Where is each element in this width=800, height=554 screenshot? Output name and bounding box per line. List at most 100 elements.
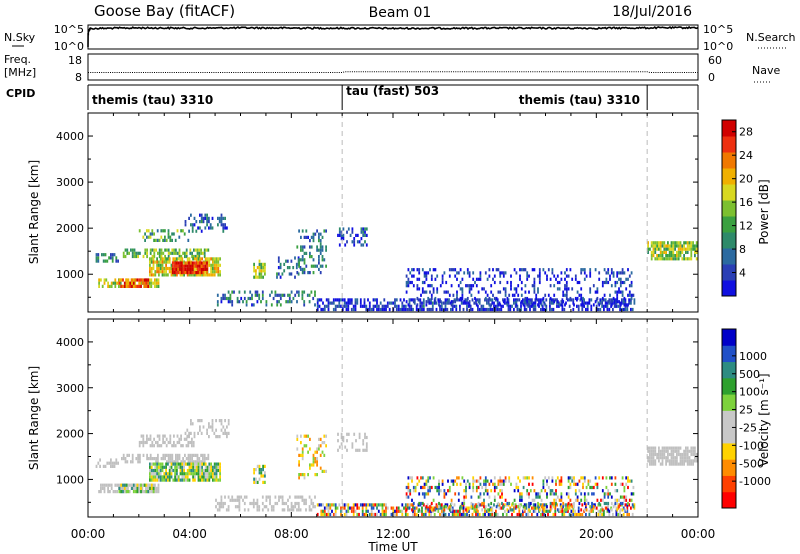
range-gate-cell <box>650 257 653 261</box>
range-gate-cell <box>205 457 208 461</box>
range-gate-cell <box>533 277 536 281</box>
range-gate-cell <box>206 216 208 220</box>
range-gate-cell <box>149 490 151 494</box>
range-gate-cell <box>448 489 451 493</box>
range-gate-cell <box>170 270 173 274</box>
range-gate-cell <box>184 267 187 271</box>
range-gate-cell <box>314 293 316 297</box>
range-gate-cell <box>213 472 216 476</box>
range-gate-cell <box>549 489 552 493</box>
range-gate-cell <box>131 281 133 285</box>
range-gate-cell <box>264 262 266 266</box>
range-gate-cell <box>152 266 155 271</box>
range-gate-cell <box>589 479 592 483</box>
range-gate-cell <box>526 492 529 496</box>
range-gate-cell <box>598 501 601 506</box>
range-gate-cell <box>128 483 131 487</box>
range-gate-cell <box>668 452 671 457</box>
range-gate-cell <box>199 475 202 479</box>
range-gate-cell <box>567 495 570 499</box>
colorbar-swatch <box>722 280 736 297</box>
range-gate-cell <box>444 298 447 302</box>
range-gate-cell <box>154 478 157 482</box>
range-gate-cell <box>218 508 221 512</box>
range-gate-cell <box>149 475 151 479</box>
range-gate-cell <box>316 304 319 308</box>
range-gate-cell <box>463 498 466 502</box>
range-gate-cell <box>692 241 694 245</box>
range-gate-cell <box>365 442 368 446</box>
range-gate-cell <box>202 264 205 268</box>
range-gate-cell <box>619 482 622 486</box>
range-gate-cell <box>190 213 192 217</box>
range-gate-cell <box>493 304 495 308</box>
range-gate-cell <box>560 277 563 281</box>
range-gate-cell <box>261 290 264 294</box>
range-gate-cell <box>151 457 154 461</box>
range-gate-cell <box>161 468 164 473</box>
range-gate-cell <box>665 244 667 248</box>
range-gate-cell <box>301 293 304 297</box>
range-gate-cell <box>150 257 153 261</box>
range-gate-cell <box>320 509 323 513</box>
range-gate-cell <box>146 457 148 461</box>
range-gate-cell <box>597 509 600 513</box>
range-gate-cell <box>265 505 268 509</box>
range-gate-cell <box>668 446 671 450</box>
range-gate-cell <box>493 485 496 490</box>
range-gate-cell <box>577 512 580 517</box>
range-gate-cell <box>502 512 504 517</box>
range-gate-cell <box>142 444 145 448</box>
range-gate-cell <box>416 277 419 281</box>
range-gate-cell <box>392 506 395 510</box>
range-gate-cell <box>574 492 577 496</box>
range-gate-cell <box>240 296 243 301</box>
range-gate-cell <box>194 266 196 271</box>
range-gate-cell <box>585 274 588 278</box>
range-gate-cell <box>585 498 588 502</box>
range-gate-cell <box>200 264 203 268</box>
range-gate-cell <box>632 293 635 297</box>
range-gate-cell <box>546 274 548 278</box>
range-gate-cell <box>123 490 126 494</box>
range-gate-cell <box>220 428 223 432</box>
range-gate-cell <box>504 301 506 305</box>
range-gate-cell <box>125 284 128 288</box>
range-gate-cell <box>165 462 167 466</box>
range-gate-cell <box>279 262 282 266</box>
range-gate-cell <box>323 469 326 473</box>
time-tick-label: 00:00 <box>681 527 716 541</box>
range-gate-cell <box>450 284 453 288</box>
range-gate-cell <box>658 247 660 251</box>
range-gate-cell <box>659 462 662 466</box>
range-gate-cell <box>251 303 253 307</box>
range-gate-cell <box>187 444 190 448</box>
range-gate-cell <box>208 472 211 476</box>
range-gate-cell <box>191 261 194 265</box>
range-gate-cell <box>493 498 496 502</box>
range-gate-cell <box>347 509 350 513</box>
range-gate-cell <box>388 301 391 305</box>
range-gate-cell <box>133 251 136 255</box>
range-gate-cell <box>483 501 485 506</box>
range-gate-cell <box>531 301 533 305</box>
range-gate-cell <box>482 512 485 517</box>
range-gate-cell <box>151 444 154 448</box>
range-gate-cell <box>370 503 373 507</box>
range-gate-cell <box>522 505 525 509</box>
range-gate-cell <box>650 250 653 254</box>
range-gate-cell <box>236 498 239 502</box>
range-gate-cell <box>292 505 295 509</box>
range-gate-cell <box>414 489 417 493</box>
range-gate-cell <box>188 229 190 233</box>
range-gate-cell <box>319 466 322 470</box>
range-gate-cell <box>180 434 182 438</box>
range-gate-cell <box>477 307 479 312</box>
range-gate-cell <box>430 501 433 506</box>
range-gate-cell <box>450 498 453 502</box>
range-gate-cell <box>470 501 473 506</box>
range-gate-cell <box>307 473 309 477</box>
range-gate-cell <box>439 512 441 517</box>
range-gate-cell <box>192 475 194 479</box>
range-gate-cell <box>567 274 570 278</box>
